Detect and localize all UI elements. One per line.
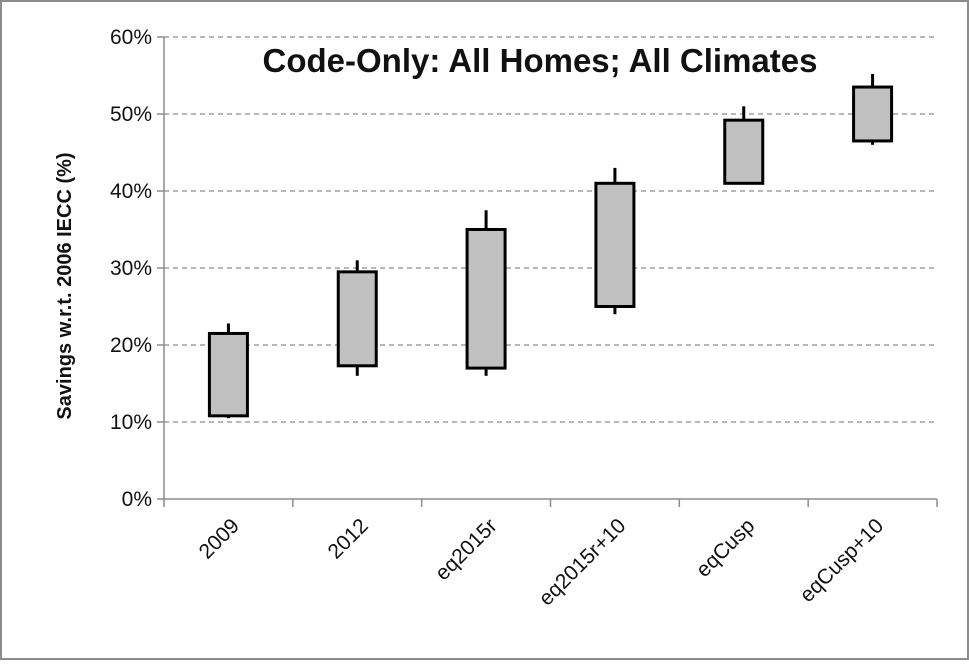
box-2012: [336, 270, 378, 368]
y-tick-label: 50%: [110, 103, 152, 126]
y-tick-label: 60%: [110, 26, 152, 49]
grid-lines: [164, 36, 937, 423]
y-tick-label: 40%: [110, 180, 152, 203]
box-eqCusp+10: [852, 85, 894, 143]
y-tick-label: 10%: [110, 411, 152, 434]
box-eq2015r: [465, 228, 507, 370]
y-tick-label: 0%: [122, 488, 152, 511]
y-tick-label: 20%: [110, 334, 152, 357]
y-axis-label: Savings w.r.t. 2006 IECC (%): [54, 152, 76, 419]
box-eq2015r+10: [594, 181, 636, 308]
box-2009: [207, 331, 249, 418]
box-eqCusp: [723, 118, 765, 185]
axes: [157, 36, 938, 507]
box-series: [207, 73, 894, 419]
y-tick-label: 30%: [110, 257, 152, 280]
chart-title: Code-Only: All Homes; All Climates: [263, 42, 818, 79]
